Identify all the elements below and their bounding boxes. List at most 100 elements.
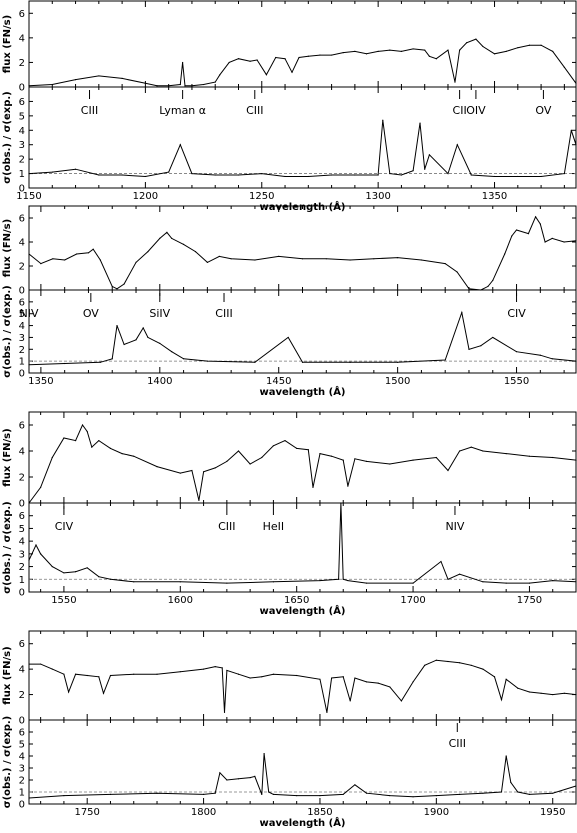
panel-3-flux-data-point (365, 460, 368, 462)
panel-2-flux-data-point (544, 241, 546, 243)
panel-3-sigma-data-point (179, 581, 181, 583)
panel-3-sigma-ytick-label: 3 (19, 549, 25, 560)
panel-4-sigma-data-point (552, 792, 554, 794)
line-id-label: CII (453, 104, 467, 117)
panel-2-flux-data-point (575, 240, 577, 242)
panel-4-sigma-data-point (214, 792, 216, 794)
panel-3-sigma-data-point (412, 582, 414, 584)
panel-1-flux-data-point (459, 49, 461, 51)
panel-4-sigma-ytick-label: 0 (19, 800, 25, 811)
panel-1-flux-data-point (265, 74, 268, 76)
panel-4-sigma-xtick-label: 1950 (540, 807, 565, 818)
panel-4-flux-data-point (261, 676, 263, 678)
panel-1-flux-data-point (330, 54, 333, 56)
panel-1-sigma-data-point (284, 175, 286, 178)
panel-4-flux-data-point (86, 674, 88, 677)
panel-4-sigma-data-point (517, 791, 519, 793)
panel-3-flux-data-point (98, 440, 100, 442)
panel-4-flux-data-point (435, 659, 437, 661)
panel-2-flux-data-point (52, 258, 54, 260)
panel-4-flux-data-point (377, 682, 379, 684)
panel-2-flux-data-point (278, 255, 280, 257)
panel-1-flux-data-point (191, 85, 193, 87)
panel-3-sigma-xtick-label: 1700 (400, 595, 425, 606)
panel-4-flux-ytick-label: 4 (19, 665, 25, 676)
panel-1-flux-frame (28, 0, 577, 88)
panel-4-flux-data-point (51, 668, 53, 670)
panel-1-flux-data-point (454, 81, 456, 83)
line-id-label: OV (83, 307, 99, 320)
panel-1-flux-data-point (466, 42, 468, 44)
panel-1-sigma-data-point (98, 174, 100, 176)
panel-3-flux-ytick-label: 6 (19, 421, 25, 432)
panel-1-flux-data-point (214, 81, 216, 83)
panel-2-sigma-xtick-label: 1550 (504, 376, 529, 387)
panel-4-flux-data-point (389, 686, 391, 688)
panel-4-flux-data-point (412, 681, 414, 683)
panel-3-flux-data-point (156, 466, 158, 468)
panel-2-sigma-data-point (480, 345, 482, 347)
panel-2-sigma-data-point (171, 351, 173, 353)
panel-2-sigma-xtick-label: 1450 (266, 376, 291, 387)
panel-2-sigma-ytick-label: 2 (19, 345, 25, 356)
panel-2-sigma-data-point (123, 343, 125, 346)
panel-1-sigma-data-point (382, 119, 384, 121)
panel-3-sigma-data-point (109, 578, 112, 580)
panel-4-sigma-ytick-label: 3 (19, 764, 25, 775)
panel-1-sigma-ytick-label: 2 (19, 155, 25, 166)
panel-1-flux-data-point (342, 52, 344, 54)
panel-2-flux-data-point (218, 255, 220, 257)
panel-4-sigma-data-point (342, 793, 344, 796)
panel-2-sigma-data-point (444, 359, 446, 361)
panel-1-sigma-data-point (456, 144, 458, 146)
panel-2-sigma-xtick-label: 1350 (28, 376, 53, 387)
panel-4-sigma-data-point (510, 781, 512, 784)
panel-4-sigma-data-point (575, 785, 577, 787)
panel-1-flux-data-point (28, 85, 30, 87)
panel-1-flux-data-point (563, 66, 565, 68)
panel-1-flux-data-point (505, 50, 507, 52)
panel-2-sigma-data-point (28, 364, 30, 366)
panel-4-flux-data-point (482, 668, 484, 670)
panel-3-flux-data-point (51, 456, 53, 459)
panel-4-sigma-xlabel: wavelength (Å) (259, 816, 345, 829)
panel-1-flux-data-point (424, 49, 426, 51)
panel-1-flux-data-point (256, 59, 258, 61)
line-id-label: OIV (466, 104, 486, 117)
panel-1-sigma-data-point (400, 174, 403, 176)
panel-1-sigma-ylabel: σ(obs.) / σ(exp.) (2, 91, 13, 183)
panel-2-sigma-xlabel: wavelength (Å) (259, 385, 345, 398)
panel-3-sigma-data-point (74, 571, 77, 573)
panel-1-sigma-ytick-label: 5 (19, 111, 25, 122)
panel-1-flux-data-point (74, 79, 77, 81)
panel-2-sigma-data-point (287, 336, 289, 339)
panel-1-sigma-xtick-label: 1200 (133, 191, 158, 202)
line-id-label: CIII (449, 737, 466, 750)
panel-1-flux-data-point (121, 77, 123, 79)
panel-2-flux-data-point (166, 231, 168, 233)
line-id-label: CIV (507, 307, 526, 320)
panel-1-flux-data-point (156, 85, 158, 87)
panel-2-flux-series-line (28, 215, 577, 291)
panel-4-sigma-data-point (412, 796, 414, 798)
panel-4-sigma-series-line (28, 753, 577, 799)
panel-1-sigma-series-line (28, 120, 577, 178)
panel-2-sigma-data-point (461, 311, 463, 314)
panel-3-sigma-data-point (28, 559, 30, 561)
panel-3-sigma-data-point (459, 573, 461, 575)
panel-3-flux-data-point (552, 456, 554, 459)
panel-1-flux-ytick-label: 2 (19, 58, 25, 69)
panel-2-flux-data-point (116, 288, 118, 290)
panel-2-flux-data-point (420, 259, 423, 261)
panel-3-sigma-ylabel: σ(obs.) / σ(exp.) (2, 501, 13, 593)
panel-1-sigma-data-point (493, 175, 496, 178)
panel-2-flux-data-point (397, 257, 399, 259)
panel-2-flux-data-point (456, 271, 458, 273)
panel-1-flux-ytick-label: 4 (19, 33, 25, 44)
panel-2-sigma-data-point (147, 336, 149, 339)
panel-4-flux-data-point (237, 673, 240, 675)
panel-3-sigma-data-point (365, 582, 368, 584)
panel-4-flux-data-point (156, 673, 158, 675)
panel-4-sigma-data-point (156, 792, 158, 794)
panel-1-flux-data-point (428, 55, 430, 57)
